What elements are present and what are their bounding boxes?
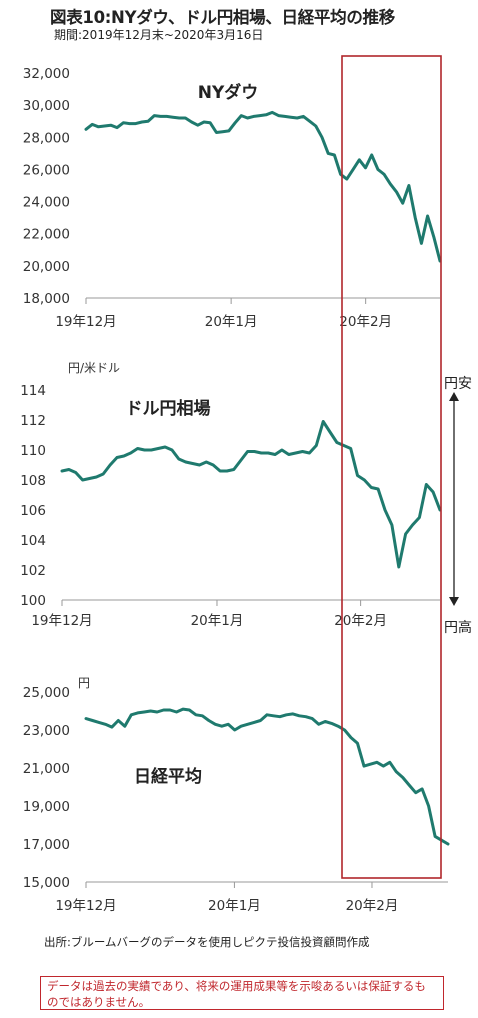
series-line (84, 110, 442, 263)
y-tick-label: 21,000 (23, 761, 70, 777)
chart-subtitle: 期間:2019年12月末~2020年3月16日 (54, 28, 264, 42)
y-tick-label: 114 (20, 383, 46, 399)
x-tick-label: 20年2月 (339, 314, 392, 330)
y-tick-label: 110 (20, 443, 46, 459)
annotation-yen-weak: 円安 (444, 376, 472, 392)
y-tick-label: 20,000 (23, 259, 70, 275)
x-tick-label: 20年2月 (346, 898, 399, 914)
y-tick-label: 108 (20, 473, 46, 489)
x-tick-label: 19年12月 (55, 314, 116, 330)
y-tick-label: 24,000 (23, 195, 70, 211)
x-tick-label: 20年1月 (205, 314, 258, 330)
y-tick-label: 15,000 (23, 875, 70, 891)
y-tick-label: 100 (20, 593, 46, 609)
source-note: 出所:ブルームバーグのデータを使用しピクテ投信投資顧問作成 (44, 935, 370, 949)
y-tick-label: 112 (20, 413, 46, 429)
x-tick-label: 20年1月 (208, 898, 261, 914)
y-tick-label: 28,000 (23, 130, 70, 146)
y-tick-label: 18,000 (23, 291, 70, 307)
y-tick-label: 102 (20, 563, 46, 579)
panel-title: 日経平均 (134, 766, 202, 787)
y-tick-label: 30,000 (23, 98, 70, 114)
y-tick-label: 104 (20, 533, 46, 549)
y-tick-label: 26,000 (23, 162, 70, 178)
x-tick-label: 19年12月 (55, 898, 116, 914)
annotation-yen-strong: 円高 (444, 619, 472, 636)
y-tick-label: 17,000 (23, 837, 70, 853)
x-tick-label: 19年12月 (31, 613, 92, 629)
y-tick-label: 22,000 (23, 227, 70, 243)
series-line (84, 707, 450, 846)
x-tick-label: 20年2月 (334, 613, 387, 629)
y-tick-label: 25,000 (23, 685, 70, 701)
x-tick-label: 20年1月 (191, 613, 244, 629)
arrow-down-head (449, 597, 459, 606)
panel-title: NYダウ (198, 82, 259, 103)
series-line (60, 420, 442, 569)
y-tick-label: 106 (20, 503, 46, 519)
y-tick-label: 32,000 (23, 66, 70, 82)
y-tick-label: 19,000 (23, 799, 70, 815)
y-unit-label: 円/米ドル (68, 361, 120, 375)
panel-title: ドル円相場 (126, 398, 211, 419)
y-tick-label: 23,000 (23, 723, 70, 739)
arrow-up-head (449, 392, 459, 401)
y-unit-label: 円 (78, 676, 90, 690)
chart-title: 図表10:NYダウ、ドル円相場、日経平均の推移 (50, 8, 395, 27)
disclaimer-box: データは過去の実績であり、将来の運用成果等を示唆あるいは保証するものではありませ… (40, 976, 444, 1010)
highlight-box (341, 55, 442, 879)
